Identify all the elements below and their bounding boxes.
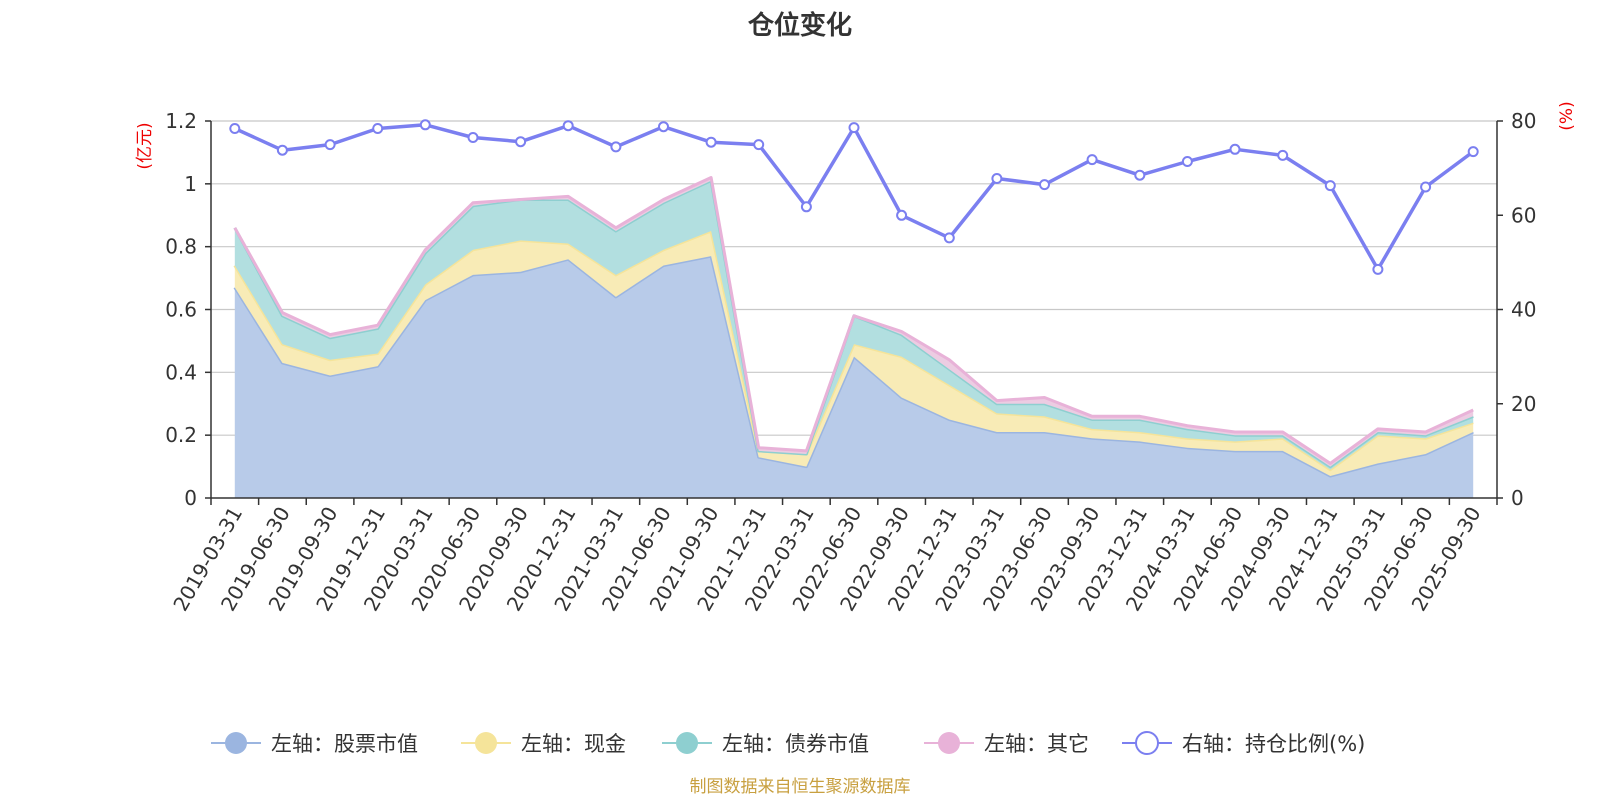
left-axis-tick-label: 0.4	[165, 360, 197, 384]
area-series-3	[234, 180, 1474, 470]
holding-ratio-point[interactable]	[800, 201, 812, 213]
holding-ratio-point[interactable]	[1277, 149, 1289, 161]
holding-ratio-point[interactable]	[1324, 180, 1336, 192]
legend-marker	[475, 732, 497, 754]
legend-label: 右轴：持仓比例(%)	[1182, 732, 1365, 756]
holding-ratio-point[interactable]	[943, 232, 955, 244]
area-series-1	[234, 256, 1474, 498]
holding-ratio-point[interactable]	[1420, 181, 1432, 193]
holding-ratio-point[interactable]	[1181, 156, 1193, 167]
holding-ratio-point[interactable]	[753, 139, 765, 151]
left-axis-unit: (亿元)	[135, 122, 155, 169]
left-axis-tick-label: 0	[184, 486, 197, 510]
legend-marker	[225, 732, 247, 754]
holding-ratio-point[interactable]	[896, 209, 908, 221]
left-axis-tick-label: 1	[184, 172, 197, 196]
legend-label: 左轴：债券市值	[722, 732, 869, 756]
legend-marker	[938, 732, 960, 754]
holding-ratio-point[interactable]	[229, 123, 241, 134]
holding-ratio-point[interactable]	[1086, 154, 1098, 166]
holding-ratio-point[interactable]	[324, 139, 336, 151]
holding-ratio-point[interactable]	[562, 120, 574, 132]
legend-item-3[interactable]: 左轴：债券市值	[662, 732, 869, 756]
holding-ratio-point[interactable]	[658, 121, 669, 133]
holding-ratio-point[interactable]	[372, 123, 384, 134]
holding-ratio-point[interactable]	[467, 132, 479, 143]
legend-label: 左轴：股票市值	[271, 732, 418, 756]
holding-ratio-point[interactable]	[1372, 263, 1384, 275]
left-axis-tick-label: 0.8	[165, 235, 197, 259]
holding-ratio-point[interactable]	[848, 122, 860, 134]
left-axis-tick-label: 0.2	[165, 423, 197, 447]
right-axis-tick-label: 80	[1511, 109, 1536, 133]
chart-title: 仓位变化	[747, 10, 852, 41]
legend-marker	[1135, 731, 1159, 755]
legend-item-2[interactable]: 左轴：现金	[461, 732, 626, 756]
holding-ratio-point[interactable]	[419, 119, 431, 131]
area-series-4-edge	[233, 176, 1474, 465]
legend-label: 左轴：现金	[521, 732, 626, 756]
holding-ratio-point[interactable]	[276, 144, 288, 156]
holding-ratio-point[interactable]	[1134, 169, 1146, 181]
holding-ratio-point[interactable]	[610, 141, 622, 153]
left-axis-tick-label: 0.6	[165, 298, 197, 322]
right-axis-tick-label: 20	[1511, 392, 1536, 416]
holding-ratio-point[interactable]	[515, 136, 527, 148]
area-series-2	[234, 231, 1474, 476]
legend-item-5[interactable]: 右轴：持仓比例(%)	[1122, 731, 1365, 756]
left-axis-tick-label: 1.2	[165, 109, 197, 133]
holding-ratio-line	[234, 123, 1475, 272]
holding-ratio-point[interactable]	[1039, 179, 1050, 191]
holding-ratio-point[interactable]	[705, 136, 717, 148]
legend-item-4[interactable]: 左轴：其它	[924, 732, 1089, 756]
legend-label: 左轴：其它	[984, 732, 1089, 756]
right-axis-tick-label: 60	[1511, 203, 1536, 227]
holding-ratio-point[interactable]	[991, 173, 1003, 184]
right-axis-tick-label: 40	[1511, 298, 1536, 322]
legend-item-1[interactable]: 左轴：股票市值	[211, 732, 418, 756]
legend-marker	[676, 732, 698, 754]
right-axis-tick-label: 0	[1511, 486, 1524, 510]
holding-ratio-point[interactable]	[1229, 143, 1241, 155]
holding-ratio-point[interactable]	[1467, 146, 1479, 158]
right-axis-unit: (%)	[1557, 101, 1577, 130]
data-source-note: 制图数据来自恒生聚源数据库	[690, 777, 911, 797]
